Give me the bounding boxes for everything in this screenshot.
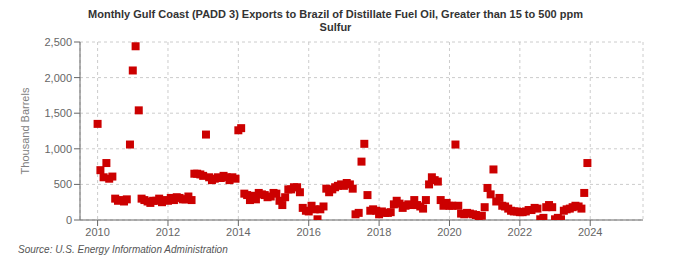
svg-text:500: 500	[54, 178, 72, 190]
svg-text:2024: 2024	[578, 226, 602, 238]
svg-text:1,500: 1,500	[44, 107, 72, 119]
svg-text:2012: 2012	[156, 226, 180, 238]
svg-text:2,000: 2,000	[44, 72, 72, 84]
svg-text:2010: 2010	[85, 226, 109, 238]
svg-text:2016: 2016	[296, 226, 320, 238]
html-text:Source: U.S. Energy Informatio: Source: U.S. Energy Information Administ…	[18, 244, 228, 255]
svg-text:2,500: 2,500	[44, 36, 72, 48]
svg-text:1,000: 1,000	[44, 143, 72, 155]
html-text:Sulfur: Sulfur	[319, 21, 352, 33]
svg-text:2014: 2014	[226, 226, 250, 238]
svg-text:Thousand Barrels: Thousand Barrels	[19, 87, 31, 174]
svg-text:2018: 2018	[367, 226, 391, 238]
html-text:Monthly Gulf Coast (PADD 3) Ex: Monthly Gulf Coast (PADD 3) Exports to B…	[88, 8, 583, 20]
svg-text:0: 0	[66, 214, 72, 226]
svg-text:2020: 2020	[437, 226, 461, 238]
svg-text:2022: 2022	[508, 226, 532, 238]
